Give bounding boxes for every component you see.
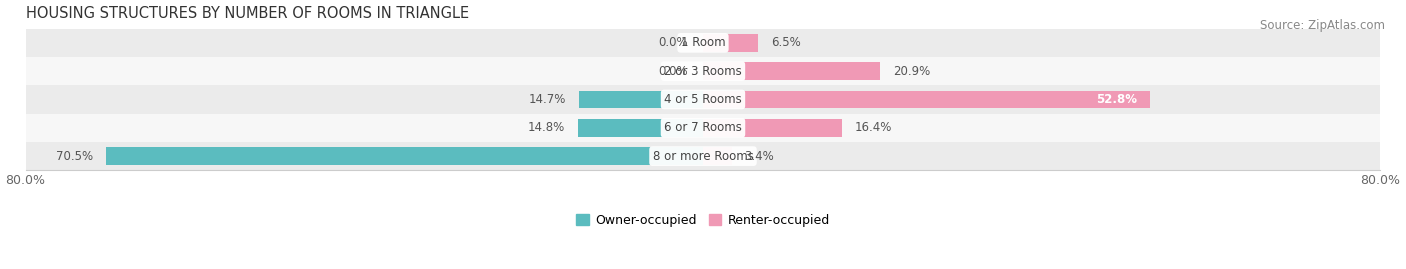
Bar [703, 62, 880, 80]
Bar [25, 85, 1381, 114]
Text: 0.0%: 0.0% [658, 36, 688, 49]
Bar [703, 147, 731, 165]
Bar [578, 119, 703, 137]
Text: 0.0%: 0.0% [658, 65, 688, 78]
Text: 52.8%: 52.8% [1097, 93, 1137, 106]
Text: 20.9%: 20.9% [893, 65, 929, 78]
Text: 6 or 7 Rooms: 6 or 7 Rooms [664, 121, 742, 134]
Bar [25, 142, 1381, 170]
Bar [703, 91, 1150, 108]
Bar [25, 114, 1381, 142]
Bar [703, 119, 842, 137]
Text: 6.5%: 6.5% [770, 36, 800, 49]
Bar [703, 34, 758, 52]
Text: 14.7%: 14.7% [529, 93, 565, 106]
Text: 3.4%: 3.4% [745, 150, 775, 163]
Text: Source: ZipAtlas.com: Source: ZipAtlas.com [1260, 19, 1385, 32]
Legend: Owner-occupied, Renter-occupied: Owner-occupied, Renter-occupied [571, 209, 835, 232]
Text: 2 or 3 Rooms: 2 or 3 Rooms [664, 65, 742, 78]
Text: 70.5%: 70.5% [56, 150, 93, 163]
Text: 1 Room: 1 Room [681, 36, 725, 49]
Bar [25, 57, 1381, 85]
Text: HOUSING STRUCTURES BY NUMBER OF ROOMS IN TRIANGLE: HOUSING STRUCTURES BY NUMBER OF ROOMS IN… [25, 6, 468, 20]
Text: 14.8%: 14.8% [527, 121, 565, 134]
Text: 8 or more Rooms: 8 or more Rooms [652, 150, 754, 163]
Text: 4 or 5 Rooms: 4 or 5 Rooms [664, 93, 742, 106]
Bar [105, 147, 703, 165]
Bar [25, 29, 1381, 57]
Text: 16.4%: 16.4% [855, 121, 891, 134]
Bar [578, 91, 703, 108]
